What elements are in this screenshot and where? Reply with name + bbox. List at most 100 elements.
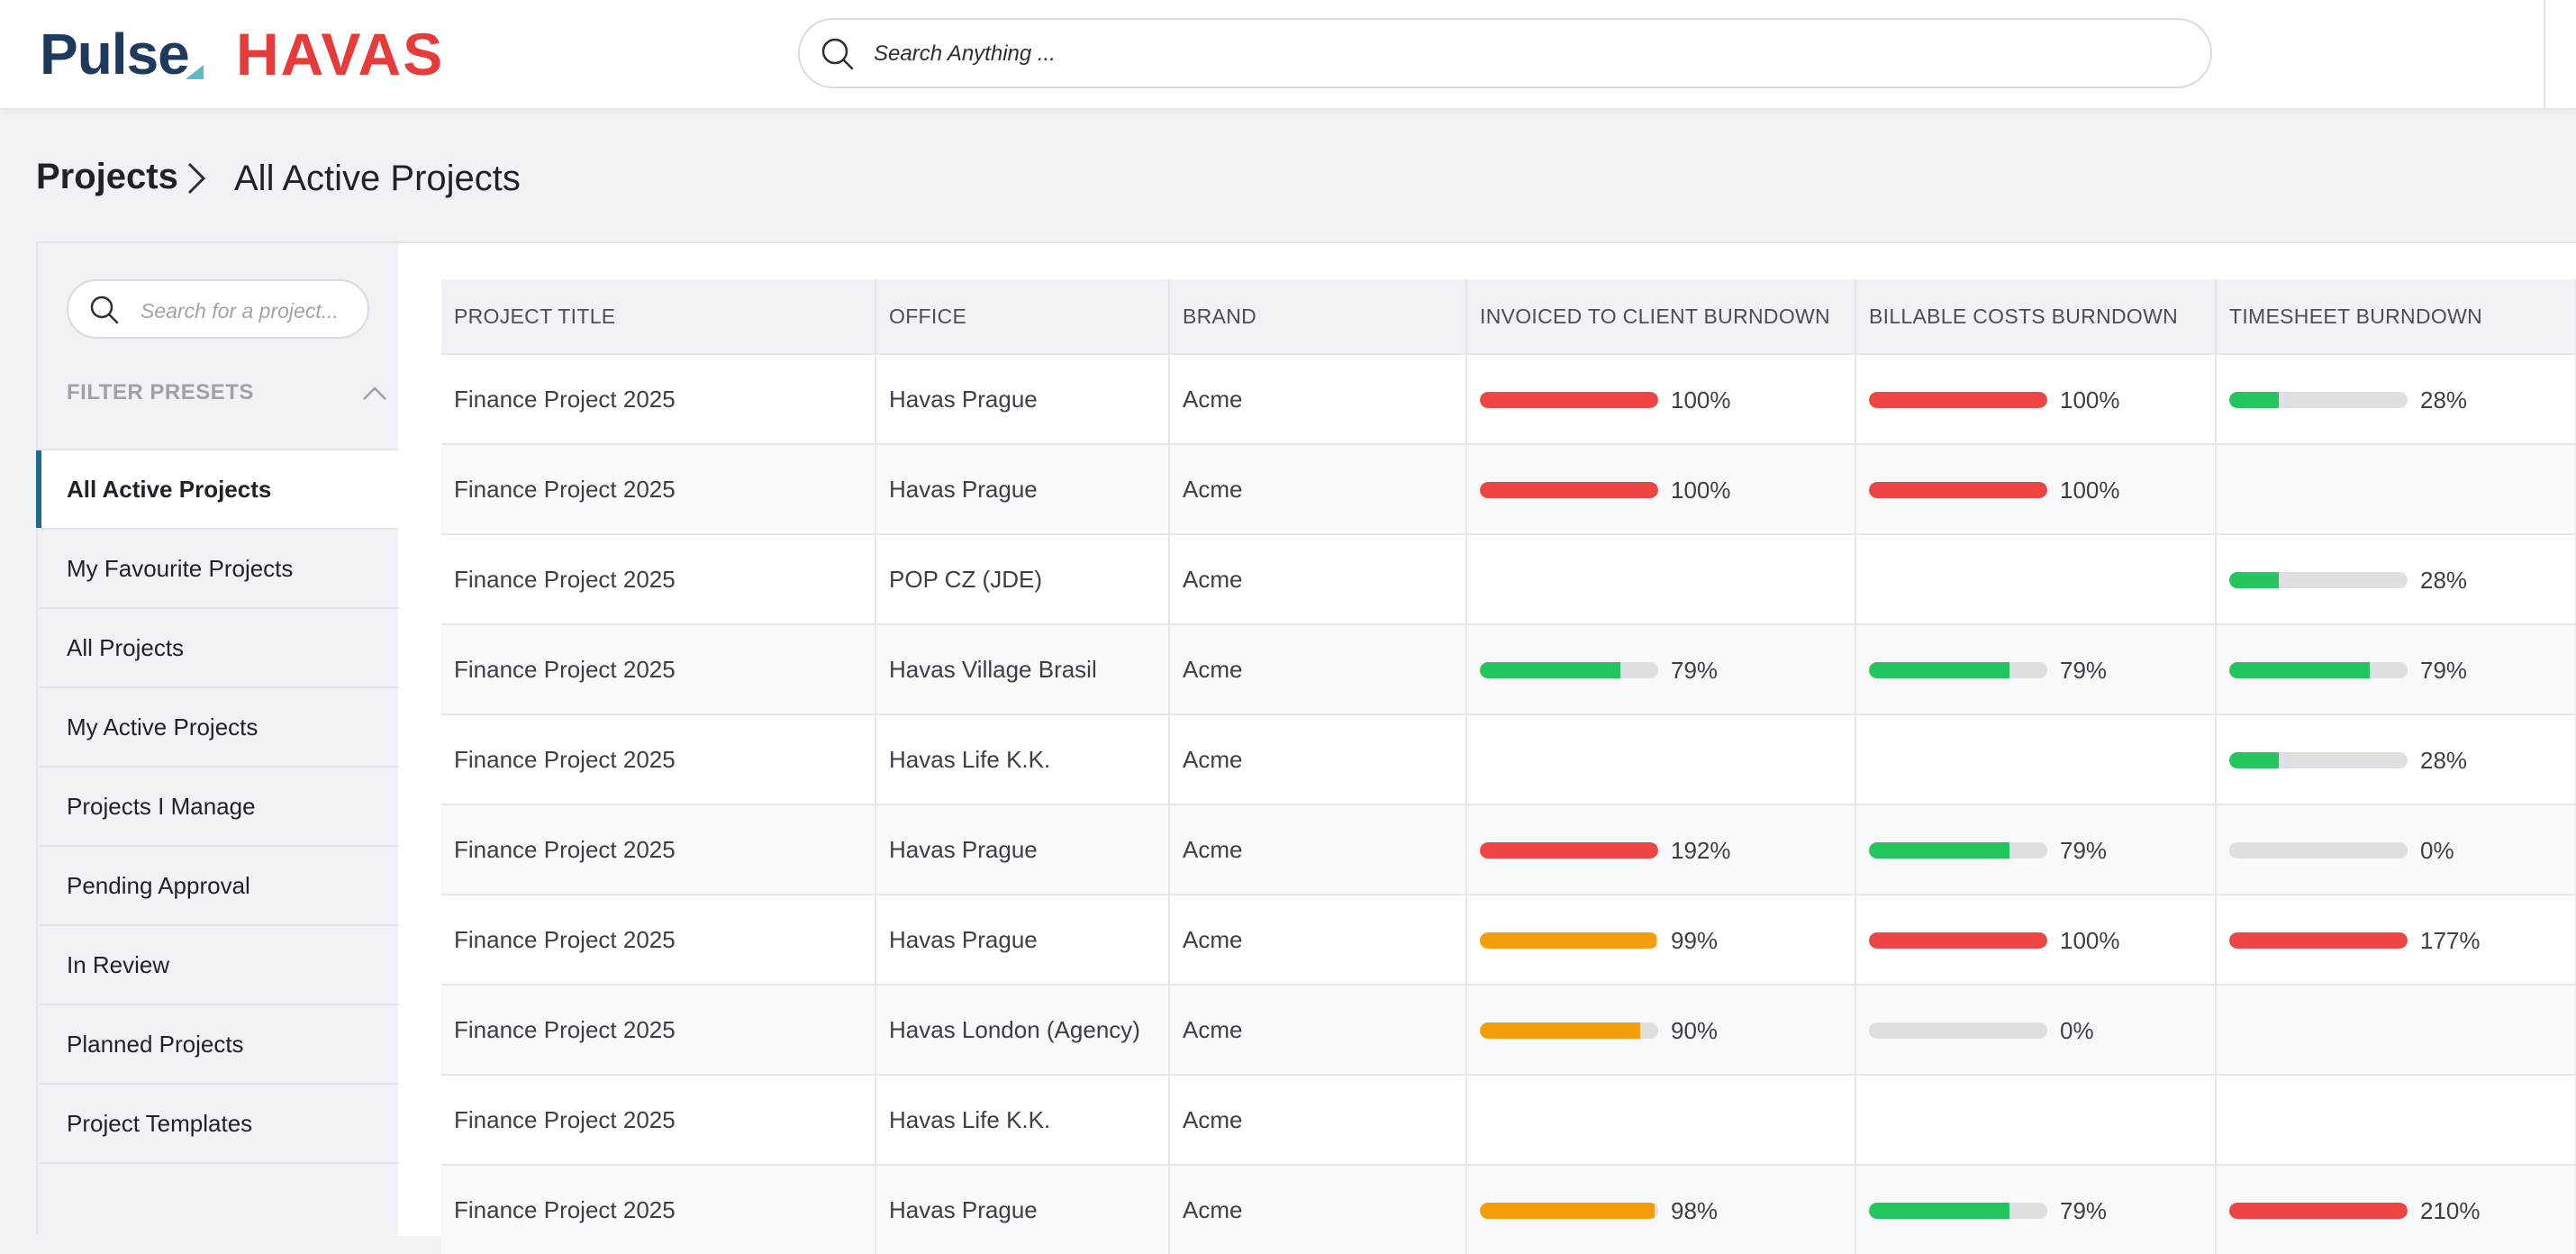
global-search[interactable]	[798, 18, 2212, 88]
burndown-percent: 79%	[2060, 1196, 2108, 1224]
topbar-divider	[2544, 0, 2545, 108]
table-body: Finance Project 2025 Havas Prague Acme 100%…	[441, 353, 2576, 1254]
progress-track	[1869, 842, 2047, 859]
search-icon	[820, 36, 856, 77]
progress-fill	[2229, 752, 2280, 769]
burndown-percent: 28%	[2420, 386, 2468, 413]
progress-track	[2229, 1203, 2408, 1220]
column-header-invoiced-burndown[interactable]: INVOICED TO CLIENT BURNDOWN	[1466, 279, 1856, 354]
burndown-progress-bar: 28%	[2229, 745, 2467, 775]
sidebar-item-all-active-projects[interactable]: All Active Projects	[36, 449, 398, 528]
project-title-cell[interactable]: Finance Project 2025	[441, 443, 876, 534]
burndown-percent: 90%	[1671, 1016, 1719, 1044]
invoiced-burndown-cell	[1466, 533, 1856, 624]
timesheet-burndown-cell: 28%	[2216, 353, 2576, 444]
column-header-office[interactable]: OFFICE	[875, 279, 1170, 354]
project-search[interactable]	[67, 279, 369, 339]
brand-cell: Acme	[1169, 623, 1467, 714]
project-title-cell[interactable]: Finance Project 2025	[441, 894, 876, 985]
breadcrumb-projects-link[interactable]: Projects	[36, 157, 178, 196]
progress-track	[1480, 662, 1658, 679]
table-row[interactable]: Finance Project 2025 Havas London (Agency…	[441, 984, 2576, 1075]
brand-cell: Acme	[1169, 533, 1467, 624]
progress-track	[2229, 662, 2408, 679]
project-title-cell[interactable]: Finance Project 2025	[441, 533, 876, 624]
burndown-progress-bar: 100%	[1480, 385, 1731, 414]
burndown-progress-bar: 210%	[2229, 1195, 2481, 1225]
project-search-input[interactable]	[139, 292, 358, 330]
burndown-percent: 100%	[2060, 386, 2120, 413]
invoiced-burndown-cell: 192%	[1466, 804, 1856, 895]
column-header-project-title[interactable]: PROJECT TITLE	[441, 279, 876, 354]
sidebar-item-all-projects[interactable]: All Projects	[38, 607, 398, 686]
table-row[interactable]: Finance Project 2025 Havas Life K.K. Acme	[441, 1074, 2576, 1165]
billable-burndown-cell: 100%	[1855, 443, 2217, 534]
pulse-logo[interactable]: Pulse	[40, 22, 190, 86]
chevron-up-icon[interactable]	[362, 384, 387, 406]
progress-fill	[1869, 842, 2010, 859]
brand-cell: Acme	[1169, 894, 1467, 985]
table-row[interactable]: Finance Project 2025 POP CZ (JDE) Acme 28%	[441, 533, 2576, 624]
project-title-cell[interactable]: Finance Project 2025	[441, 804, 876, 895]
progress-fill	[1480, 932, 1657, 950]
billable-burndown-cell: 100%	[1855, 353, 2217, 444]
progress-track	[1869, 482, 2047, 499]
sidebar-item-project-templates[interactable]: Project Templates	[38, 1083, 398, 1164]
billable-burndown-cell: 79%	[1855, 623, 2217, 714]
sidebar-item-my-favourite-projects[interactable]: My Favourite Projects	[38, 528, 398, 607]
progress-track	[2229, 842, 2408, 859]
billable-burndown-cell	[1855, 533, 2217, 624]
timesheet-burndown-cell: 0%	[2216, 804, 2576, 895]
progress-fill	[1869, 1203, 2010, 1220]
sidebar-item-in-review[interactable]: In Review	[38, 924, 398, 1004]
burndown-percent: 100%	[1671, 476, 1731, 504]
burndown-percent: 28%	[2420, 746, 2468, 774]
invoiced-burndown-cell: 98%	[1466, 1164, 1856, 1254]
progress-track	[2229, 572, 2408, 589]
sidebar-item-projects-i-manage[interactable]: Projects I Manage	[38, 766, 398, 845]
havas-logo[interactable]: HAVAS	[236, 21, 445, 87]
sidebar-item-my-active-projects[interactable]: My Active Projects	[38, 686, 398, 766]
progress-fill	[1480, 662, 1621, 679]
progress-fill	[2229, 1203, 2408, 1220]
table-row[interactable]: Finance Project 2025 Havas Prague Acme 100%…	[441, 353, 2576, 444]
project-title-cell[interactable]: Finance Project 2025	[441, 1164, 876, 1254]
table-row[interactable]: Finance Project 2025 Havas Prague Acme 100%…	[441, 443, 2576, 534]
burndown-progress-bar: 100%	[1869, 385, 2120, 414]
office-cell: Havas Prague	[875, 1164, 1170, 1254]
table-row[interactable]: Finance Project 2025 Havas Prague Acme 192%…	[441, 804, 2576, 895]
filter-presets-label: FILTER PRESETS	[67, 380, 254, 404]
table-row[interactable]: Finance Project 2025 Havas Village Brasil…	[441, 623, 2576, 714]
project-title-cell[interactable]: Finance Project 2025	[441, 623, 876, 714]
burndown-progress-bar: 90%	[1480, 1015, 1718, 1045]
table-row[interactable]: Finance Project 2025 Havas Prague Acme 98% 7…	[441, 1164, 2576, 1254]
progress-fill	[2229, 572, 2280, 589]
burndown-progress-bar: 100%	[1869, 925, 2120, 955]
table-row[interactable]: Finance Project 2025 Havas Life K.K. Acme 2…	[441, 713, 2576, 804]
filter-presets-header[interactable]: FILTER PRESETS	[67, 378, 387, 414]
timesheet-burndown-cell: 210%	[2216, 1164, 2576, 1254]
sidebar-item-planned-projects[interactable]: Planned Projects	[38, 1004, 398, 1083]
burndown-progress-bar: 100%	[1480, 475, 1731, 504]
burndown-percent: 210%	[2420, 1196, 2481, 1224]
invoiced-burndown-cell	[1466, 713, 1856, 804]
burndown-progress-bar: 79%	[1480, 655, 1718, 685]
column-header-timesheet-burndown[interactable]: TIMESHEET BURNDOWN	[2216, 279, 2576, 354]
sidebar-item-pending-approval[interactable]: Pending Approval	[38, 845, 398, 924]
column-header-billable-burndown[interactable]: BILLABLE COSTS BURNDOWN	[1855, 279, 2217, 354]
project-title-cell[interactable]: Finance Project 2025	[441, 353, 876, 444]
global-search-input[interactable]	[872, 32, 2181, 76]
progress-track	[1869, 1203, 2047, 1220]
project-title-cell[interactable]: Finance Project 2025	[441, 1074, 876, 1165]
brand-cell: Acme	[1169, 353, 1467, 444]
table-row[interactable]: Finance Project 2025 Havas Prague Acme 99% 1…	[441, 894, 2576, 985]
office-cell: POP CZ (JDE)	[875, 533, 1170, 624]
column-header-brand[interactable]: BRAND	[1169, 279, 1467, 354]
project-title-cell[interactable]: Finance Project 2025	[441, 713, 876, 804]
brand-cell: Acme	[1169, 1074, 1467, 1165]
project-title-cell[interactable]: Finance Project 2025	[441, 984, 876, 1075]
progress-track	[1869, 392, 2047, 409]
office-cell: Havas Prague	[875, 353, 1170, 444]
burndown-percent: 79%	[1671, 656, 1719, 684]
